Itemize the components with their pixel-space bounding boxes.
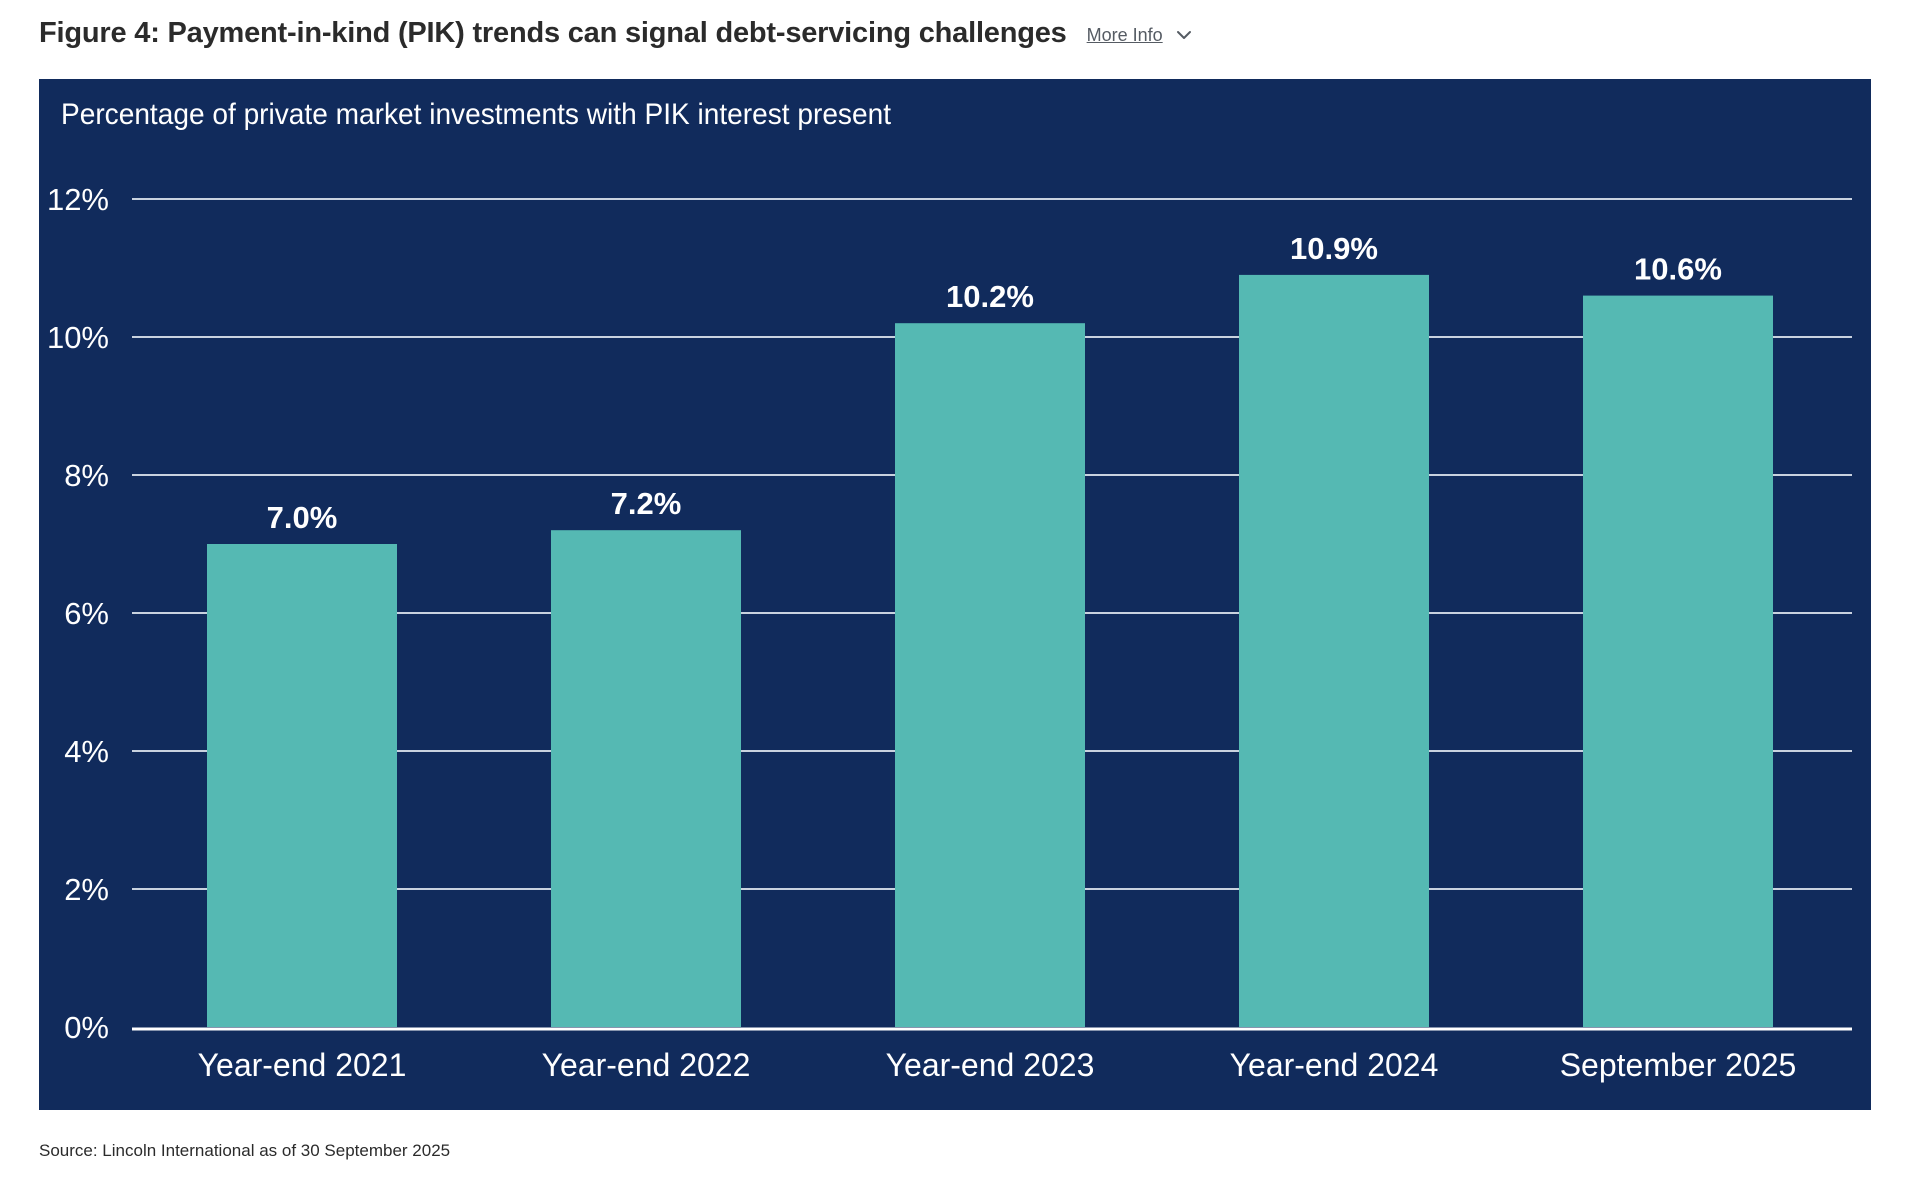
bar [551, 530, 741, 1027]
x-tick-label: Year-end 2023 [886, 1047, 1095, 1083]
y-tick-label: 4% [64, 734, 109, 769]
y-tick-label: 8% [64, 458, 109, 493]
chart-title: Percentage of private market investments… [61, 98, 892, 131]
y-tick-label: 6% [64, 596, 109, 631]
data-label: 10.2% [946, 279, 1034, 314]
data-label: 7.2% [611, 486, 682, 521]
figure-title: Figure 4: Payment-in-kind (PIK) trends c… [39, 16, 1067, 49]
data-labels: 7.0% 7.2% 10.2% 10.9% 10.6% [267, 231, 1722, 535]
y-tick-label: 2% [64, 872, 109, 907]
x-axis-ticks: Year-end 2021 Year-end 2022 Year-end 2023 Y… [198, 1047, 1797, 1083]
bar-chart: Percentage of private market investments… [47, 98, 1852, 1083]
data-label: 10.6% [1634, 252, 1722, 287]
bar [895, 323, 1085, 1027]
bar [1583, 295, 1773, 1028]
more-info-label[interactable]: More Info [1086, 24, 1163, 45]
y-axis-ticks: 0% 2% 4% 6% 8% 10% 12% [47, 182, 109, 1045]
data-label: 7.0% [267, 500, 338, 535]
y-tick-label: 0% [64, 1010, 109, 1045]
data-label: 10.9% [1290, 231, 1378, 266]
chart-panel: Percentage of private market investments… [39, 79, 1871, 1110]
bar [207, 544, 397, 1027]
x-tick-label: Year-end 2022 [542, 1047, 751, 1083]
y-tick-label: 12% [47, 182, 109, 217]
x-tick-label: September 2025 [1560, 1047, 1797, 1083]
bar [1239, 274, 1429, 1027]
bars [207, 274, 1773, 1028]
chevron-down-icon[interactable] [1175, 26, 1193, 44]
source-note: Source: Lincoln International as of 30 S… [39, 1141, 451, 1160]
figure-header: Figure 4: Payment-in-kind (PIK) trends c… [39, 8, 1193, 58]
more-info-toggle[interactable]: More Info [1087, 21, 1193, 46]
x-tick-label: Year-end 2021 [198, 1047, 407, 1083]
y-tick-label: 10% [47, 320, 109, 355]
x-tick-label: Year-end 2024 [1230, 1047, 1439, 1083]
